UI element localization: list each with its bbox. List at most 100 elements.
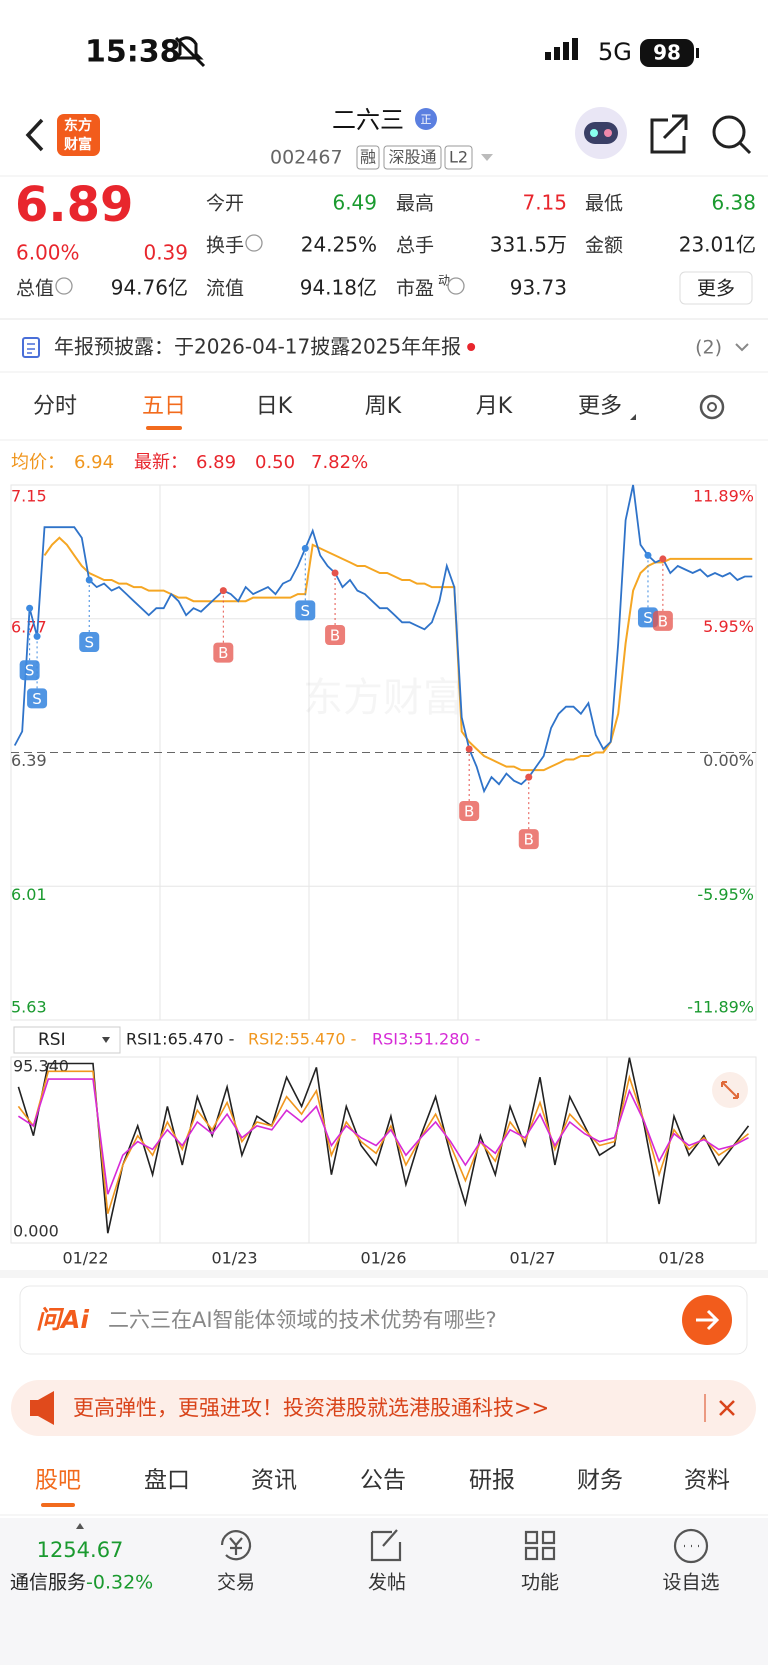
tag-text: L2 — [449, 148, 468, 167]
stat-value: 6.49 — [332, 191, 377, 215]
notice-text[interactable]: 年报预披露：于2026-04-17披露2025年年报 — [54, 335, 461, 359]
banner[interactable] — [11, 1380, 756, 1436]
section-tab[interactable]: 公告 — [360, 1468, 406, 1494]
ai-question[interactable]: 二六三在AI智能体领域的技术优势有哪些? — [108, 1308, 497, 1332]
nav-label[interactable]: 设自选 — [662, 1572, 719, 1594]
banner-icon — [30, 1391, 54, 1425]
marker-badge — [19, 660, 40, 681]
marker-dot — [331, 569, 339, 577]
change: 0.39 — [143, 241, 188, 265]
avg-value: 6.94 — [74, 452, 114, 473]
stock-name: 二六三 — [332, 106, 404, 134]
info-icon — [245, 234, 263, 252]
last-label: 最新： — [134, 452, 188, 473]
marker-dot — [33, 632, 41, 640]
tab[interactable]: 更多 — [578, 394, 622, 419]
index-value[interactable]: 1254.67 — [37, 1538, 124, 1562]
section-tab[interactable]: 研报 — [469, 1468, 515, 1494]
tab[interactable]: 分时 — [33, 394, 77, 419]
chevron[interactable] — [735, 343, 749, 352]
stat-value: 24.25% — [301, 233, 377, 257]
marker-badge — [459, 800, 480, 821]
marker-dot — [644, 551, 652, 559]
badge-text: 正 — [421, 113, 432, 126]
stock-code: 002467 — [270, 147, 343, 169]
divider — [0, 1270, 768, 1278]
marker-dot — [465, 745, 473, 753]
logo[interactable] — [57, 114, 100, 156]
banner-close[interactable] — [719, 1400, 735, 1416]
index-arrow — [76, 1523, 84, 1529]
time: 15:38 — [85, 35, 181, 70]
nav-icon[interactable] — [673, 1528, 709, 1564]
marker-badge — [518, 829, 539, 850]
nav-label[interactable]: 功能 — [521, 1572, 559, 1594]
avatar-eye — [604, 129, 612, 137]
tab[interactable]: 日K — [256, 394, 293, 419]
section-tab[interactable]: 资料 — [684, 1468, 730, 1494]
x-tick-label: 01/27 — [509, 1249, 555, 1268]
ai-box[interactable] — [19, 1285, 748, 1355]
last-change-pct: 7.82% — [311, 452, 368, 473]
x-tick-label: 01/23 — [211, 1249, 257, 1268]
marker-dot — [301, 544, 309, 552]
stat-value: 93.73 — [510, 276, 567, 300]
indicator-select[interactable] — [13, 1026, 121, 1054]
marker-badge — [325, 624, 346, 645]
y2-tick-label: -5.95% — [697, 885, 754, 904]
marker-label: S — [301, 602, 311, 620]
more-button-text[interactable]: 更多 — [697, 278, 735, 300]
back-button[interactable] — [25, 118, 44, 152]
legend-entry: RSI1:65.470 - — [126, 1030, 234, 1049]
network: 5G — [598, 38, 632, 66]
x-tick-label: 01/28 — [658, 1249, 704, 1268]
stat-label: 总手 — [396, 235, 434, 257]
rsi-chart: RSI1:65.470 - RSI2:55.470 - RSI3:51.280 - 9… — [10, 1030, 757, 1268]
section-tab[interactable]: 股吧 — [35, 1468, 81, 1494]
nav-icon[interactable] — [370, 1529, 402, 1562]
stat-value: 94.76亿 — [111, 276, 188, 300]
stat-value: 331.5万 — [490, 233, 567, 257]
notice-count[interactable]: (2) — [695, 337, 722, 359]
dropdown-arrow[interactable] — [481, 154, 493, 161]
y-tick-label: 95.340 — [13, 1057, 69, 1076]
nav-label[interactable]: 发帖 — [368, 1572, 406, 1594]
stat-label: 市盈 — [396, 278, 434, 300]
tag-text: 深股通 — [388, 148, 436, 167]
y2-tick-label: -11.89% — [687, 998, 754, 1017]
section-tab[interactable]: 资讯 — [251, 1468, 297, 1494]
marker-dot — [219, 587, 227, 595]
logo-text: 东方 — [64, 117, 92, 134]
avatar-eye — [590, 129, 598, 137]
indicator-name[interactable]: RSI — [38, 1030, 66, 1050]
more-button[interactable] — [679, 271, 753, 305]
marker-dot — [26, 604, 34, 612]
stat-label: 换手 — [206, 235, 244, 257]
tab[interactable]: 周K — [365, 394, 402, 419]
banner-text[interactable]: 更高弹性，更强进攻！投资港股就选港股通科技>> — [73, 1396, 549, 1420]
section-tab[interactable]: 财务 — [577, 1468, 623, 1494]
nav-label[interactable]: 交易 — [217, 1572, 255, 1594]
search-handle — [738, 141, 752, 155]
tab[interactable]: 月K — [476, 394, 513, 419]
share-button[interactable] — [650, 114, 688, 154]
settings-button[interactable] — [699, 394, 725, 420]
tag — [444, 145, 473, 170]
sector-change[interactable]: -0.32% — [86, 1572, 153, 1594]
tab[interactable]: 五日 — [142, 394, 186, 419]
nav-icon[interactable] — [220, 1530, 252, 1561]
marker-label: B — [330, 626, 340, 644]
stat-label: 流值 — [206, 278, 244, 300]
tag-text: 融 — [360, 148, 376, 167]
marker-dot — [659, 555, 667, 563]
section-tab-underline — [41, 1503, 75, 1507]
section-tab[interactable]: 盘口 — [144, 1468, 190, 1494]
stat-value: 7.15 — [522, 191, 567, 215]
search-button[interactable] — [712, 115, 746, 149]
expand-icon — [721, 1081, 739, 1099]
notice-icon — [22, 337, 40, 358]
x-tick-label: 01/26 — [360, 1249, 406, 1268]
nav-icon[interactable] — [524, 1530, 556, 1561]
price-line — [13, 484, 753, 794]
sector-name[interactable]: 通信服务 — [10, 1572, 86, 1594]
